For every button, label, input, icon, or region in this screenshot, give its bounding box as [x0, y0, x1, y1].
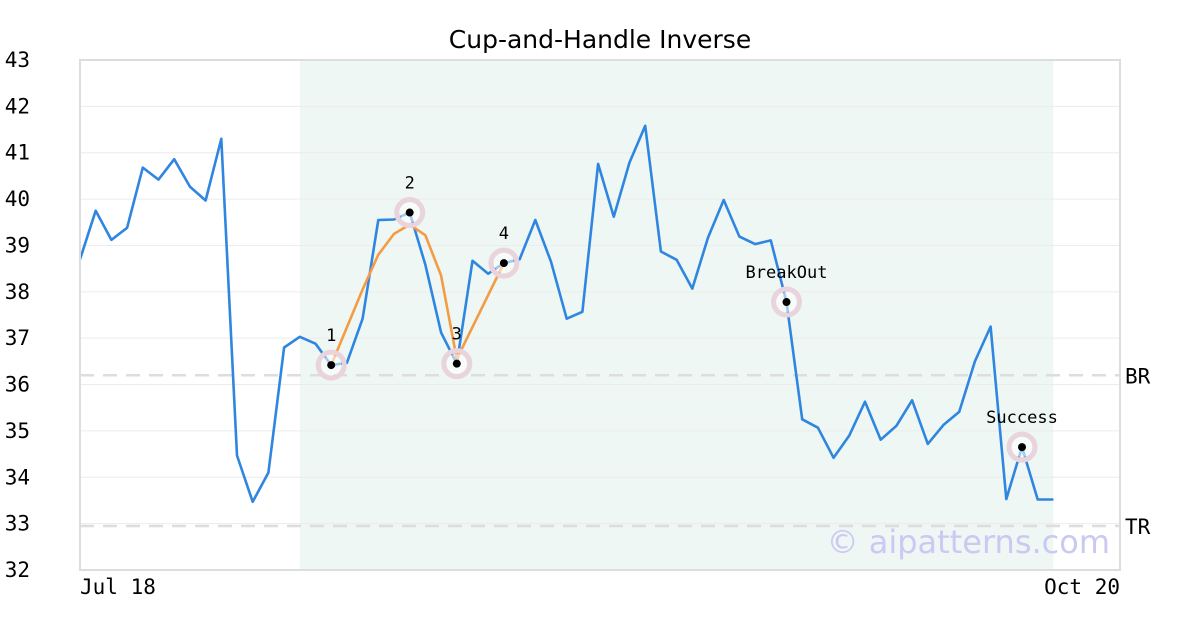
y-tick-label: 39 — [5, 233, 30, 257]
reference-label-tr: TR — [1125, 515, 1151, 539]
y-tick-label: 34 — [5, 465, 30, 489]
pattern-region — [299, 61, 1054, 569]
y-tick-label: 40 — [5, 187, 30, 211]
y-tick-label: 41 — [5, 141, 30, 165]
marker-dot-3 — [452, 359, 461, 368]
marker-label-2: 2 — [405, 174, 415, 194]
plot-frame — [79, 59, 1121, 571]
marker-dot-1 — [327, 361, 336, 370]
reference-lines: BR TR — [80, 364, 1151, 539]
grid-lines — [80, 59, 1120, 571]
marker-label-4: 4 — [499, 224, 509, 244]
y-tick-label: 42 — [5, 94, 30, 118]
y-tick-label: 36 — [5, 373, 30, 397]
x-tick-end: Oct 20 — [1044, 575, 1120, 599]
marker-halo-1 — [315, 349, 347, 381]
marker-label-breakout: BreakOut — [746, 263, 828, 283]
y-tick-label: 33 — [5, 512, 30, 536]
marker-dot-2 — [405, 208, 414, 217]
marker-label-success: Success — [986, 408, 1058, 428]
marker-label-1: 1 — [326, 326, 336, 346]
price-series-line — [78, 124, 1054, 504]
y-tick-label: 32 — [5, 558, 30, 582]
marker-dot-success — [1018, 443, 1026, 452]
marker-halo-success — [1006, 431, 1038, 463]
chart-title: Cup-and-Handle Inverse — [449, 25, 751, 54]
y-axis-ticks: 32 33 34 35 36 37 38 39 40 41 42 43 — [5, 48, 30, 582]
x-tick-start: Jul 18 — [80, 575, 156, 599]
marker-dot-breakout — [782, 298, 791, 307]
y-tick-label: 43 — [5, 48, 30, 72]
marker-halo-4 — [488, 247, 520, 279]
reference-label-br: BR — [1125, 364, 1151, 388]
y-tick-label: 37 — [5, 326, 30, 350]
watermark: © aipatterns.com — [827, 523, 1110, 561]
marker-halo-breakout — [771, 286, 802, 318]
y-tick-label: 38 — [5, 280, 30, 304]
marker-label-3: 3 — [452, 325, 462, 345]
marker-halo-2 — [394, 197, 426, 229]
y-tick-label: 35 — [5, 419, 30, 443]
marker-dot-4 — [499, 259, 508, 268]
marker-halo-3 — [441, 348, 473, 380]
pattern-markers: 1 2 3 4 BreakOut Success — [315, 174, 1058, 463]
